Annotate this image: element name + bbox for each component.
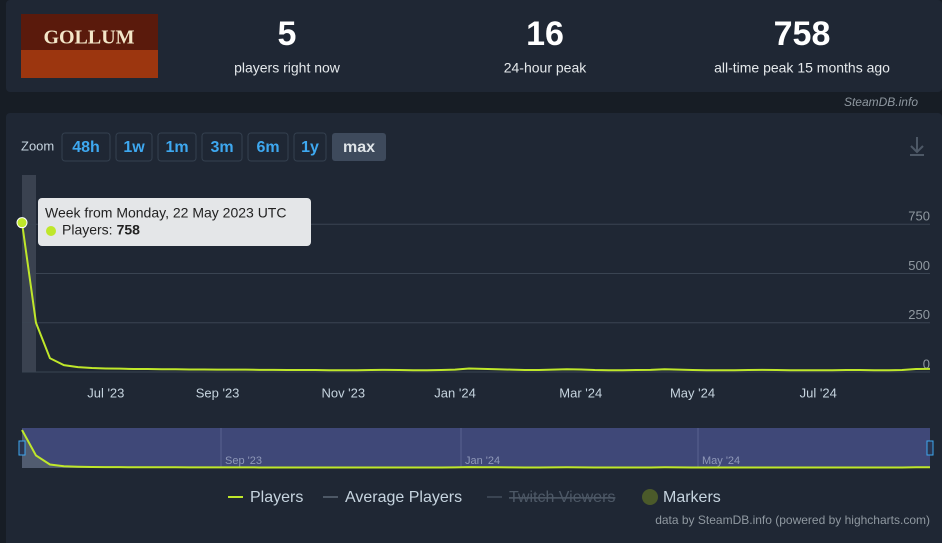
tooltip-value: 758 <box>117 222 141 238</box>
zoom-button[interactable] <box>115 132 153 162</box>
zoom-button-label: max <box>343 139 375 156</box>
stat-label: 24-hour peak <box>504 60 588 76</box>
chart-card <box>6 113 942 543</box>
zoom-button-label: 6m <box>256 139 279 156</box>
legend-item[interactable]: Players <box>250 489 303 506</box>
zoom-label: Zoom <box>21 138 54 153</box>
zoom-button-label: 1w <box>123 139 145 156</box>
navigator-line <box>21 429 931 469</box>
logo-text: GOLLUM <box>43 27 134 49</box>
zoom-button[interactable] <box>247 132 289 162</box>
zoom-button[interactable] <box>293 132 327 162</box>
x-tick-label: Jan '24 <box>434 385 476 400</box>
tooltip <box>38 198 311 246</box>
navigator-label: Jan '24 <box>465 455 500 467</box>
y-tick-label: 0 <box>923 356 930 371</box>
y-tick-label: 750 <box>908 209 930 224</box>
hover-point <box>16 217 28 229</box>
navigator-handle[interactable] <box>18 440 26 456</box>
legend-symbol <box>642 489 658 505</box>
x-tick-label: Jul '23 <box>87 385 124 400</box>
stats-card <box>6 0 942 92</box>
zoom-button-label: 3m <box>210 139 233 156</box>
tooltip-marker <box>46 226 56 236</box>
x-tick-label: Sep '23 <box>196 385 240 400</box>
x-tick-label: Mar '24 <box>559 385 602 400</box>
zoom-button-label: 1y <box>301 139 319 156</box>
stat-value: 5 <box>278 15 297 53</box>
logo-glow <box>21 50 158 78</box>
navigator-handle[interactable] <box>926 440 934 456</box>
zoom-button[interactable] <box>61 132 111 162</box>
zoom-button[interactable] <box>157 132 197 162</box>
navigator <box>22 428 930 468</box>
zoom-button[interactable] <box>201 132 243 162</box>
zoom-button-label: 48h <box>72 139 100 156</box>
x-tick-label: May '24 <box>670 385 715 400</box>
legend-item[interactable]: Average Players <box>345 489 462 506</box>
x-tick-label: Nov '23 <box>321 385 365 400</box>
zoom-button[interactable] <box>332 133 386 161</box>
source: SteamDB.info <box>844 95 918 109</box>
navigator-label: Sep '23 <box>225 455 262 467</box>
series-line <box>21 222 931 372</box>
stat-label: all-time peak 15 months ago <box>714 60 890 76</box>
legend-item[interactable]: Markers <box>663 489 721 506</box>
navigator-label: May '24 <box>702 455 740 467</box>
zoom-button-label: 1m <box>165 139 188 156</box>
tooltip-title: Week from Monday, 22 May 2023 UTC <box>45 205 286 221</box>
download-icon[interactable] <box>910 137 924 156</box>
y-tick-label: 250 <box>908 307 930 322</box>
y-tick-label: 500 <box>908 258 930 273</box>
legend-item[interactable]: Twitch Viewers <box>509 489 615 506</box>
stat-value: 758 <box>774 15 831 53</box>
x-tick-label: Jul '24 <box>800 385 837 400</box>
credits: data by SteamDB.info (powered by highcha… <box>655 513 930 527</box>
tooltip-label: Players: <box>62 222 113 238</box>
stat-value: 16 <box>526 15 564 53</box>
stat-label: players right now <box>234 60 341 76</box>
